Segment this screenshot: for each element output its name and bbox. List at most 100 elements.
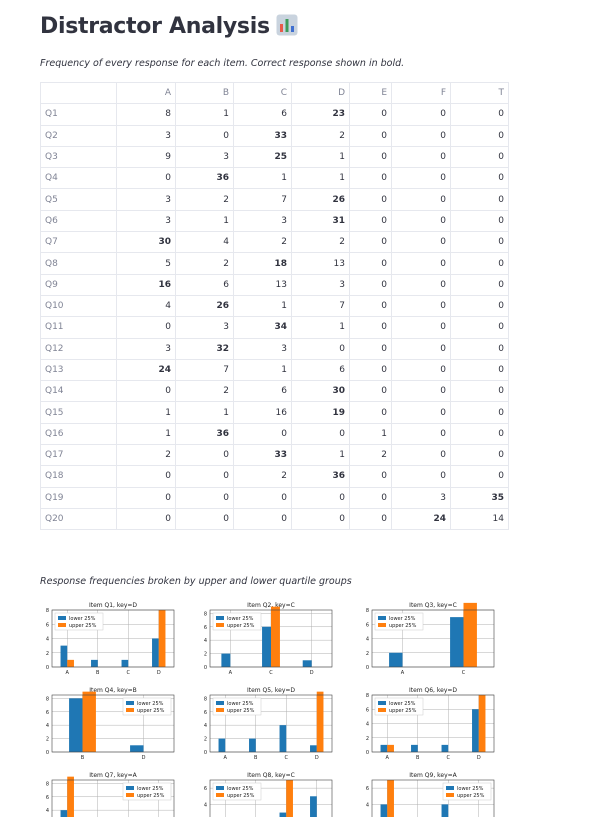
row-label: Q4 bbox=[41, 168, 117, 189]
table-cell: 0 bbox=[451, 253, 509, 274]
table-cell: 2 bbox=[292, 232, 350, 253]
table-cell: 0 bbox=[392, 189, 451, 210]
y-tick-label: 6 bbox=[204, 710, 207, 716]
table-cell: 7 bbox=[292, 295, 350, 316]
x-tick-label: B bbox=[81, 755, 85, 761]
y-tick-label: 8 bbox=[204, 611, 207, 617]
row-label: Q15 bbox=[41, 402, 117, 423]
table-cell: 1 bbox=[292, 146, 350, 167]
table-cell: 0 bbox=[392, 104, 451, 125]
table-cell: 0 bbox=[392, 274, 451, 295]
row-label: Q14 bbox=[41, 381, 117, 402]
table-cell: 26 bbox=[292, 189, 350, 210]
legend-label: lower 25% bbox=[389, 616, 416, 622]
table-row: Q9 16 6 13 3 0 0 0 bbox=[41, 274, 509, 295]
y-tick-label: 4 bbox=[204, 723, 207, 729]
y-tick-label: 2 bbox=[204, 737, 207, 743]
x-tick-label: C bbox=[447, 755, 451, 761]
table-cell: 0 bbox=[234, 487, 292, 508]
legend-label: upper 25% bbox=[389, 708, 417, 714]
table-cell: 0 bbox=[451, 445, 509, 466]
x-tick-label: B bbox=[96, 670, 100, 676]
table-cell: 6 bbox=[176, 274, 234, 295]
table-cell: 0 bbox=[292, 423, 350, 444]
table-cell: 36 bbox=[292, 466, 350, 487]
y-tick-label: 4 bbox=[46, 637, 49, 643]
table-cell: 0 bbox=[350, 232, 392, 253]
chart-q6: Item Q6, key=D02468A B C Dlower 25%upper 25… bbox=[366, 687, 494, 761]
bar-lower-c bbox=[122, 660, 129, 667]
table-cell: 1 bbox=[117, 423, 176, 444]
x-tick-label: A bbox=[224, 755, 228, 761]
x-tick-label: A bbox=[386, 755, 390, 761]
legend-label: upper 25% bbox=[137, 793, 165, 799]
x-tick-label: D bbox=[477, 755, 481, 761]
table-cell: 3 bbox=[176, 146, 234, 167]
y-tick-label: 8 bbox=[204, 696, 207, 702]
bar-upper-a bbox=[387, 745, 394, 752]
table-cell: 1 bbox=[292, 317, 350, 338]
legend-swatch bbox=[378, 701, 386, 705]
table-cell: 1 bbox=[292, 168, 350, 189]
table-cell: 36 bbox=[176, 168, 234, 189]
table-cell: 0 bbox=[451, 359, 509, 380]
chart-title: Item Q1, key=D bbox=[89, 602, 137, 609]
table-cell: 0 bbox=[292, 487, 350, 508]
table-cell: 0 bbox=[117, 508, 176, 529]
y-tick-label: 6 bbox=[366, 622, 369, 628]
legend-label: lower 25% bbox=[227, 786, 254, 792]
table-cell: 0 bbox=[117, 466, 176, 487]
table-cell: 14 bbox=[451, 508, 509, 529]
y-tick-label: 0 bbox=[46, 750, 49, 756]
table-cell: 5 bbox=[117, 253, 176, 274]
y-tick-label: 6 bbox=[366, 707, 369, 713]
table-cell: 3 bbox=[392, 487, 451, 508]
table-cell: 0 bbox=[350, 146, 392, 167]
legend-swatch bbox=[216, 616, 224, 620]
table-cell: 0 bbox=[350, 487, 392, 508]
bar-lower-d bbox=[310, 745, 317, 752]
chart-title: Item Q4, key=B bbox=[89, 687, 137, 694]
legend-label: lower 25% bbox=[69, 616, 96, 622]
bar-lower-a bbox=[221, 654, 230, 667]
x-tick-label: A bbox=[229, 670, 233, 676]
table-cell: 0 bbox=[350, 125, 392, 146]
table-cell: 3 bbox=[117, 210, 176, 231]
bar-lower-a bbox=[381, 745, 388, 752]
y-tick-label: 0 bbox=[366, 665, 369, 671]
y-tick-label: 8 bbox=[366, 608, 369, 614]
table-cell: 0 bbox=[117, 317, 176, 338]
bar-lower-c bbox=[450, 617, 463, 667]
y-tick-label: 4 bbox=[366, 722, 369, 728]
table-cell: 0 bbox=[117, 487, 176, 508]
legend-swatch bbox=[216, 708, 224, 712]
table-cell: 1 bbox=[176, 402, 234, 423]
table-cell: 0 bbox=[392, 210, 451, 231]
table-cell: 0 bbox=[392, 445, 451, 466]
legend-label: lower 25% bbox=[227, 701, 254, 707]
table-cell: 31 bbox=[292, 210, 350, 231]
table-cell: 0 bbox=[392, 125, 451, 146]
table-cell: 1 bbox=[350, 423, 392, 444]
legend-label: lower 25% bbox=[137, 701, 164, 707]
table-row: Q19 0 0 0 0 0 3 35 bbox=[41, 487, 509, 508]
table-cell: 0 bbox=[292, 338, 350, 359]
table-cell: 0 bbox=[117, 168, 176, 189]
table-row: Q15 1 1 16 19 0 0 0 bbox=[41, 402, 509, 423]
table-cell: 0 bbox=[117, 381, 176, 402]
table-cell: 3 bbox=[292, 274, 350, 295]
table-row: Q12 3 32 3 0 0 0 0 bbox=[41, 338, 509, 359]
table-cell: 0 bbox=[176, 466, 234, 487]
y-tick-label: 8 bbox=[46, 781, 49, 787]
table-cell: 7 bbox=[176, 359, 234, 380]
y-tick-label: 0 bbox=[366, 750, 369, 756]
table-cell: 1 bbox=[176, 210, 234, 231]
bar-lower-c bbox=[280, 725, 287, 752]
table-cell: 2 bbox=[350, 445, 392, 466]
legend-swatch bbox=[378, 623, 386, 627]
y-tick-label: 8 bbox=[366, 693, 369, 699]
bar-lower-b bbox=[69, 698, 82, 752]
